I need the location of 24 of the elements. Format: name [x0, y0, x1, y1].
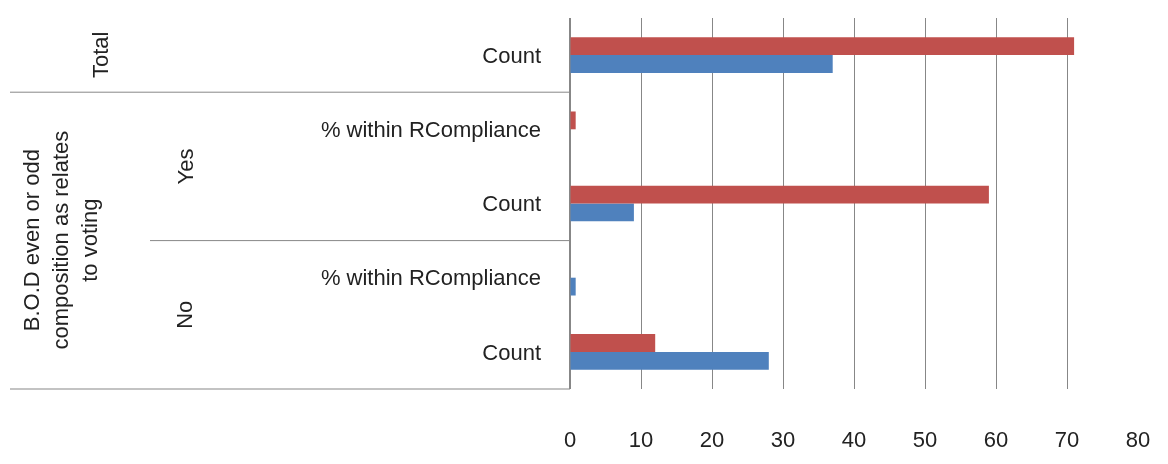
x-tick-label: 40 — [841, 427, 867, 452]
bar — [570, 203, 634, 222]
y-tick-label: Count — [482, 339, 541, 365]
bar — [570, 334, 656, 352]
x-tick-label: 30 — [770, 427, 796, 452]
y-tick-label: Count — [482, 42, 541, 68]
text: Total — [87, 31, 113, 79]
x-tick-label: 60 — [983, 427, 1009, 452]
text: Yes — [172, 148, 198, 185]
bar — [570, 185, 989, 204]
x-tick-label: 10 — [628, 427, 654, 452]
x-tick-label: 20 — [699, 427, 725, 452]
text: B.O.D even or odd composition as relates to voting — [19, 130, 102, 350]
bar — [570, 55, 833, 73]
text: No — [172, 300, 198, 329]
y-tick-label: % within RCompliance — [320, 117, 541, 142]
x-tick-label: 70 — [1054, 427, 1080, 452]
y-tick-label: Count — [482, 191, 541, 217]
y-tick-label: % within RCompliance — [320, 265, 541, 291]
bar — [570, 37, 1075, 56]
bar — [570, 351, 769, 370]
x-tick-label: 50 — [912, 427, 938, 452]
x-tick-label: 80 — [1125, 427, 1151, 452]
x-tick-label: 0 — [563, 427, 577, 452]
